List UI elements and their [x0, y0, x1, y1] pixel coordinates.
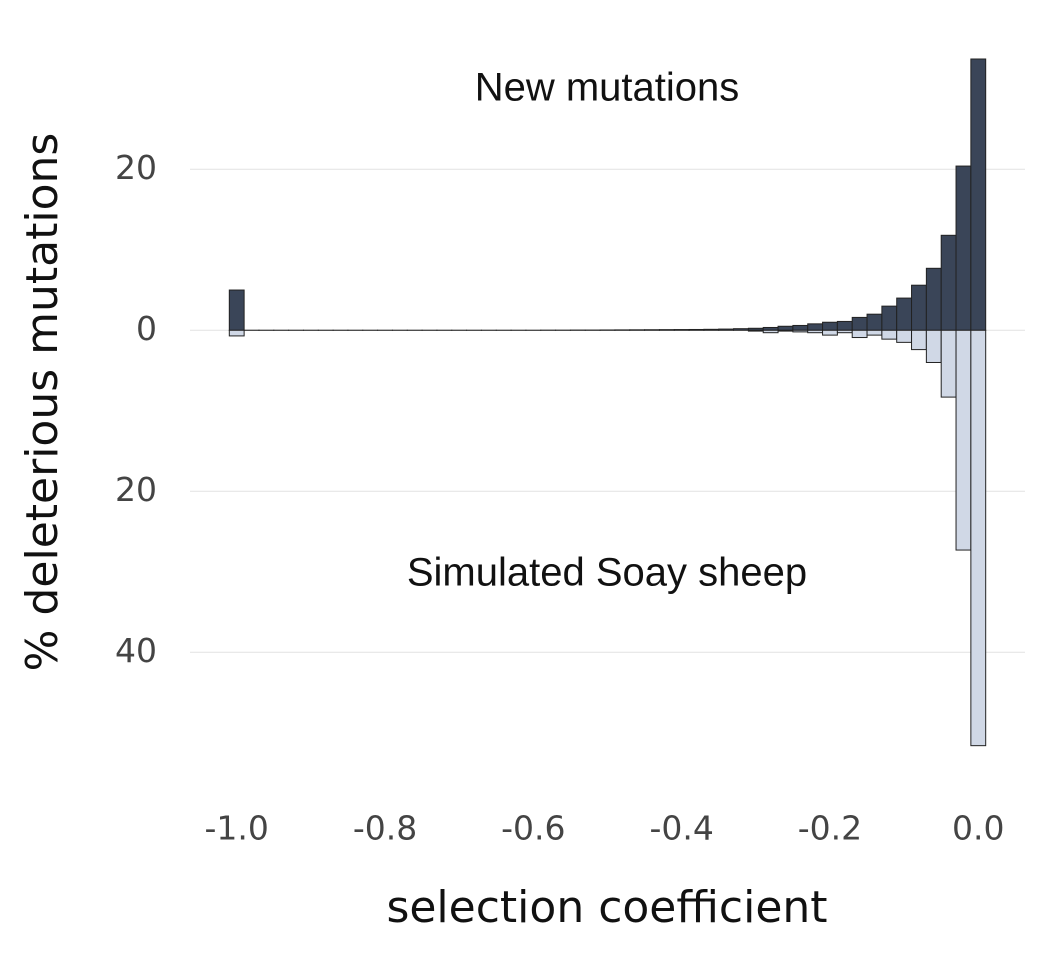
bar: [807, 323, 824, 331]
bar: [970, 58, 987, 331]
bar: [822, 321, 838, 331]
bar: [836, 329, 853, 334]
x-tick-label: -0.4: [649, 809, 713, 848]
x-axis-title: selection coefficient: [386, 882, 827, 933]
bar: [688, 328, 705, 331]
bar: [807, 329, 824, 334]
y-tick-label: 0: [136, 309, 157, 348]
bar: [896, 329, 913, 343]
bar: [822, 329, 838, 336]
bar: [866, 329, 883, 336]
bar: [940, 234, 957, 331]
x-tick-label: -0.2: [798, 809, 862, 848]
bar: [911, 284, 927, 331]
bar: [733, 328, 749, 331]
y-tick-label: 20: [115, 470, 157, 509]
bar: [955, 165, 972, 331]
bar: [673, 329, 690, 331]
x-tick-label: 0.0: [952, 809, 1004, 848]
bar: [851, 329, 868, 339]
bar: [792, 329, 809, 333]
bar: [970, 329, 987, 747]
bar: [777, 325, 794, 331]
bar: [851, 316, 868, 331]
y-tick-label: 40: [115, 631, 157, 670]
y-axis-title: % deleterious mutations: [17, 133, 68, 672]
series-label: Simulated Soay sheep: [407, 551, 807, 595]
bar: [955, 329, 972, 551]
bars: [228, 58, 987, 747]
bar: [644, 329, 660, 331]
bar: [911, 329, 927, 351]
bar: [777, 329, 794, 332]
bar: [881, 305, 898, 331]
series-label: New mutations: [475, 66, 740, 110]
x-tick-label: -0.8: [353, 809, 417, 848]
bar: [703, 328, 720, 331]
bar: [228, 329, 245, 337]
bar: [925, 267, 942, 331]
bar: [881, 329, 898, 340]
bar: [747, 329, 764, 332]
x-tick-label: -0.6: [501, 809, 565, 848]
bar: [658, 329, 675, 331]
y-tick-label: 20: [115, 148, 157, 187]
bar: [836, 320, 853, 331]
x-tick-label: -1.0: [205, 809, 269, 848]
bar: [228, 289, 245, 331]
bar: [762, 329, 779, 334]
bar: [718, 328, 735, 331]
bar: [896, 297, 913, 331]
bar: [940, 329, 957, 398]
bar: [792, 324, 809, 331]
bar: [925, 329, 942, 363]
bar: [866, 313, 883, 331]
